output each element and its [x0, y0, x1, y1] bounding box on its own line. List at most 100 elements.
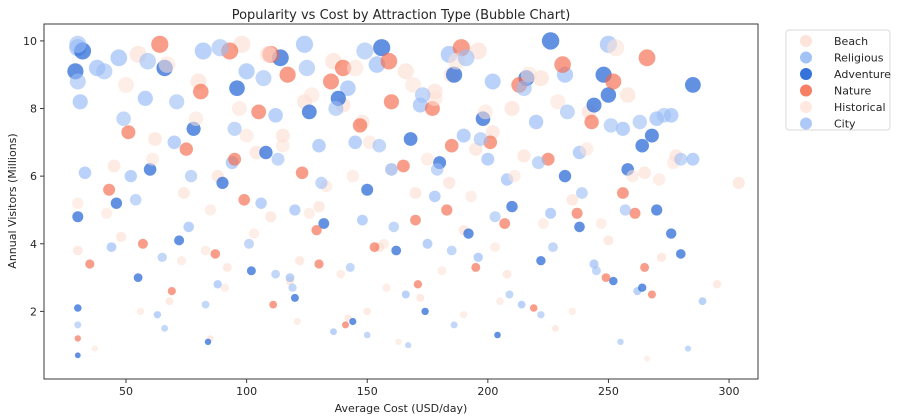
bubble-adventure — [259, 145, 273, 160]
bubble-religious — [78, 166, 92, 180]
bubble-nature — [369, 242, 380, 253]
bubble-adventure — [446, 66, 463, 83]
bubble-religious — [528, 114, 544, 130]
bubble-adventure — [638, 283, 647, 292]
bubble-religious — [110, 49, 128, 67]
bubble-beach — [712, 280, 722, 289]
bubble-nature — [151, 35, 169, 53]
chart-title: Popularity vs Cost by Attraction Type (B… — [232, 8, 571, 23]
bubble-city — [516, 80, 532, 96]
bubble-city — [184, 169, 198, 183]
bubble-adventure — [651, 204, 663, 216]
bubble-beach — [116, 231, 127, 243]
bubble-city — [271, 152, 285, 166]
bubble-historical — [72, 197, 84, 209]
bubble-religious — [429, 190, 441, 203]
bubble-city — [96, 63, 113, 80]
bubble-city — [532, 156, 545, 170]
x-tick-label: 150 — [357, 385, 378, 398]
bubble-adventure — [463, 228, 474, 239]
bubble-city — [74, 321, 82, 329]
bubble-nature — [444, 138, 459, 153]
bubble-historical — [460, 311, 468, 319]
bubble-historical — [607, 39, 625, 57]
bubble-nature — [269, 300, 278, 309]
bubble-historical — [626, 169, 639, 183]
bubble-city — [537, 311, 545, 319]
x-tick-label: 100 — [236, 385, 257, 398]
bubble-religious — [615, 121, 631, 136]
bubble-nature — [323, 73, 339, 90]
bubble-city — [315, 176, 328, 189]
bubble-nature — [629, 207, 641, 219]
bubble-adventure — [216, 176, 229, 189]
bubble-religious — [238, 63, 255, 80]
bubble-nature — [311, 225, 322, 236]
legend-label-historical: Historical — [834, 101, 886, 114]
bubble-nature — [584, 114, 599, 130]
bubble-religious — [295, 35, 314, 53]
bubble-historical — [550, 94, 566, 110]
bubble-nature — [210, 249, 221, 259]
bubble-nature — [295, 166, 309, 180]
bubble-nature — [383, 94, 399, 110]
bubble-beach — [732, 176, 745, 189]
bubble-beach — [165, 297, 174, 306]
bubble-city — [473, 132, 488, 146]
bubble-city — [591, 266, 601, 276]
bubble-adventure — [318, 218, 330, 229]
x-tick-label: 50 — [119, 385, 133, 398]
bubble-beach — [295, 256, 305, 266]
bubble-nature — [380, 52, 398, 70]
bubble-city — [345, 262, 355, 272]
bubble-religious — [517, 300, 526, 309]
bubble-nature — [397, 159, 410, 173]
bubble-adventure — [301, 104, 317, 120]
legend-marker-beach — [800, 35, 812, 47]
bubble-nature — [251, 104, 267, 120]
y-axis-label: Annual Visitors (Millions) — [6, 133, 19, 268]
bubble-adventure — [666, 228, 677, 239]
bubble-historical — [91, 345, 98, 352]
bubble-city — [271, 269, 280, 279]
bubble-historical — [336, 269, 346, 279]
bubble-beach — [469, 142, 483, 156]
bubble-nature — [529, 304, 538, 312]
bubble-religious — [289, 204, 301, 216]
x-axis: 50 100 150 200 250 300 — [119, 379, 740, 398]
bubble-adventure — [143, 163, 157, 176]
legend-label-beach: Beach — [834, 35, 868, 48]
bubble-adventure — [558, 169, 572, 183]
bubble-beach — [603, 235, 614, 246]
x-tick-label: 300 — [719, 385, 740, 398]
bubble-beach — [107, 159, 121, 173]
bubble-religious — [340, 80, 356, 96]
bubble-city — [69, 35, 87, 53]
bubble-nature — [334, 59, 352, 77]
bubble-city — [244, 238, 254, 249]
bubble-nature — [441, 204, 453, 216]
bubble-religious — [357, 214, 368, 226]
bubble-historical — [188, 111, 204, 126]
x-axis-label: Average Cost (USD/day) — [335, 402, 468, 415]
bubble-religious — [589, 259, 599, 269]
bubble-beach — [363, 307, 371, 316]
bubble-religious — [422, 238, 433, 249]
bubble-adventure — [536, 256, 546, 266]
bubble-nature — [179, 142, 193, 156]
bubble-nature — [554, 56, 571, 73]
bubble-adventure — [229, 80, 245, 96]
bubble-city — [560, 104, 575, 120]
bubble-nature — [410, 214, 421, 226]
bubble-beach — [275, 128, 290, 143]
bubble-adventure — [373, 39, 391, 57]
bubble-city — [363, 331, 371, 339]
bubble-historical — [118, 77, 134, 93]
bubble-historical — [437, 266, 447, 276]
bubble-historical — [293, 317, 301, 326]
bubble-adventure — [72, 211, 84, 223]
bubble-nature — [167, 287, 176, 296]
bubble-city — [548, 242, 558, 253]
bubble-city — [576, 187, 588, 199]
bubble-beach — [517, 149, 531, 163]
